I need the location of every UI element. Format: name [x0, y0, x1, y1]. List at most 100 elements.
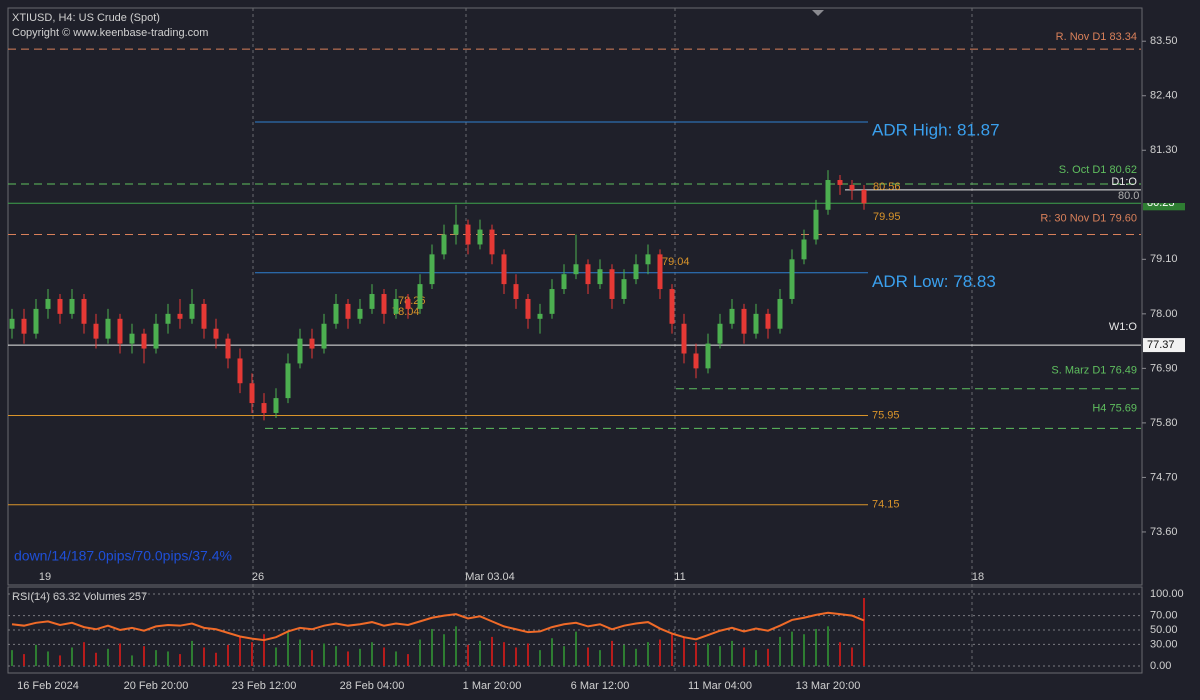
candle-body — [573, 264, 579, 275]
y-tick-label: 79.10 — [1150, 253, 1178, 265]
x-tick-label: 1 Mar 20:00 — [463, 680, 522, 692]
candle-body — [429, 254, 435, 285]
candle-body — [153, 323, 159, 349]
level-label: D1:O — [1111, 176, 1137, 188]
candle-body — [777, 298, 783, 329]
candle-body — [561, 274, 567, 290]
rsi-title: RSI(14) 63.32 Volumes 257 — [12, 591, 147, 603]
candle-body — [837, 180, 843, 185]
candle-body — [513, 284, 519, 299]
candle-body — [729, 308, 735, 324]
chart-subtitle: Copyright © www.keenbase-trading.com — [12, 27, 208, 39]
level-label: R. Nov D1 83.34 — [1056, 31, 1137, 43]
rsi-tick-label: 70.00 — [1150, 610, 1178, 622]
period-separators — [252, 8, 973, 673]
x-tick-label: 23 Feb 12:00 — [232, 680, 297, 692]
level-label: ADR High: 81.87 — [872, 120, 1000, 139]
candle-body — [225, 338, 231, 359]
candle-body — [69, 298, 75, 314]
level-label: H4 75.69 — [1092, 402, 1137, 414]
level-label: W1:O — [1109, 321, 1138, 333]
candle-body — [261, 403, 267, 413]
period-label: 19 — [39, 571, 51, 583]
price-tag: 80.56 — [873, 181, 901, 193]
candle-body — [477, 229, 483, 245]
level-label: S. Oct D1 80.62 — [1059, 164, 1137, 176]
candle-body — [393, 298, 399, 314]
candle-body — [237, 358, 243, 384]
candle-body — [765, 313, 771, 329]
candle-body — [45, 298, 51, 309]
candle-body — [105, 318, 111, 339]
candle-body — [633, 264, 639, 280]
chart-title: XTIUSD, H4: US Crude (Spot) — [12, 12, 160, 24]
price-box — [1143, 189, 1185, 203]
y-tick-label: 82.40 — [1150, 90, 1178, 102]
shift-marker — [812, 10, 824, 16]
candle-body — [249, 383, 255, 404]
candle-body — [753, 313, 759, 334]
rsi-tick-label: 0.00 — [1150, 660, 1171, 672]
candle-body — [381, 294, 387, 314]
candle-body — [537, 313, 543, 319]
candle-body — [525, 298, 531, 319]
x-tick-label: 16 Feb 2024 — [17, 680, 79, 692]
period-label: 11 — [674, 571, 685, 583]
candle-body — [369, 294, 375, 309]
candle-body — [333, 303, 339, 324]
price-tag: 79.95 — [873, 211, 901, 223]
candle-body — [441, 234, 447, 255]
candle-body — [177, 313, 183, 319]
candle-body — [705, 343, 711, 369]
candle-body — [129, 333, 135, 344]
period-label: 26 — [252, 571, 264, 583]
candle-body — [789, 259, 795, 299]
rsi-line — [11, 611, 865, 642]
candle-body — [597, 269, 603, 285]
rsi-tick-label: 100.00 — [1150, 588, 1184, 600]
candle-body — [273, 398, 279, 413]
level-label: ADR Low: 78.83 — [872, 272, 996, 291]
candle-body — [345, 303, 351, 319]
level-label: 75.95 — [872, 409, 900, 421]
candle-body — [465, 224, 471, 245]
price-tag: 78.04 — [392, 306, 420, 318]
candle-body — [117, 318, 123, 344]
candle-body — [825, 180, 831, 210]
candle-body — [501, 254, 507, 285]
x-tick-label: 6 Mar 12:00 — [571, 680, 630, 692]
candle-body — [141, 333, 147, 349]
candle-body — [861, 189, 867, 204]
candle-body — [57, 298, 63, 314]
candle-body — [297, 338, 303, 364]
candle-body — [33, 308, 39, 334]
candle-body — [405, 298, 411, 309]
y-tick-label: 75.80 — [1150, 417, 1178, 429]
x-tick-label: 11 Mar 04:00 — [688, 680, 752, 692]
x-tick-label: 13 Mar 20:00 — [796, 680, 861, 692]
candle-body — [201, 303, 207, 329]
y-tick-label: 78.00 — [1150, 308, 1178, 320]
price-tag: 79.04 — [662, 256, 690, 268]
price-box-label: 80.0 — [1118, 190, 1139, 202]
price-box — [1143, 338, 1185, 353]
candle-body — [309, 338, 315, 349]
y-tick-label: 74.70 — [1150, 471, 1178, 483]
rsi-tick-label: 30.00 — [1150, 638, 1178, 650]
candle-body — [549, 289, 555, 314]
candle-body — [801, 239, 807, 260]
candle-body — [285, 363, 291, 399]
candle-body — [645, 254, 651, 265]
level-label: R: 30 Nov D1 79.60 — [1040, 212, 1137, 224]
period-label: 18 — [972, 571, 984, 583]
candle-body — [213, 328, 219, 339]
candle-body — [621, 279, 627, 299]
candle-body — [669, 289, 675, 324]
candle-body — [453, 224, 459, 235]
candle-body — [321, 323, 327, 349]
level-label: 74.15 — [872, 499, 900, 511]
rsi-tick-label: 50.00 — [1150, 624, 1178, 636]
x-tick-label: 28 Feb 04:00 — [340, 680, 405, 692]
candle-body — [81, 298, 87, 324]
